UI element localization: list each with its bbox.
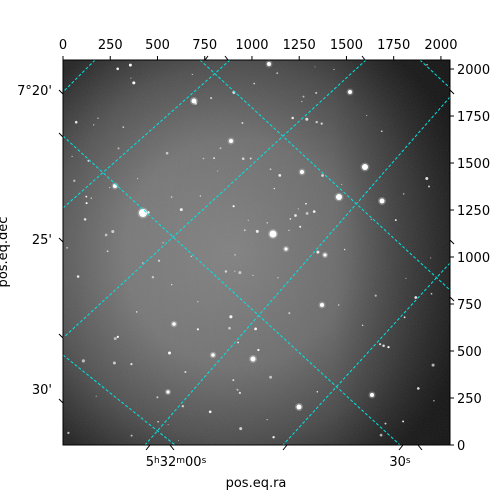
top-tick-label: 1500 (330, 38, 363, 53)
grid-line (63, 135, 401, 445)
ra-tick-mark (204, 55, 209, 61)
dec-tick-mark (449, 239, 455, 245)
ra-tick-mark (282, 444, 288, 451)
ra-tick-mark (145, 444, 151, 451)
dec-tick-mark (449, 296, 455, 302)
dec-tick-mark (58, 237, 64, 243)
right-tick-label: 750 (457, 298, 482, 313)
ra-tick-mark (224, 55, 229, 61)
dec-tick-mark (58, 132, 64, 138)
top-axis-ticks: 0 250 500 750 1000 1250 1500 1750 2000 (59, 38, 457, 60)
dec-tick-label: 25' (32, 233, 52, 248)
top-tick-label: 750 (192, 38, 217, 53)
top-tick-label: 500 (145, 38, 170, 53)
ra-tick-mark (398, 444, 404, 451)
y-axis-title: pos.eq.dec (0, 217, 11, 288)
grid-line (419, 60, 450, 89)
x-axis-title: pos.eq.ra (226, 476, 287, 491)
top-tick-label: 1000 (235, 38, 268, 53)
sky-image (63, 60, 450, 445)
dec-tick-mark (58, 398, 64, 404)
right-tick-label: 1000 (457, 251, 490, 266)
top-tick-label: 1250 (283, 38, 316, 53)
grid-line (144, 96, 450, 445)
dec-tick-mark (58, 89, 64, 95)
right-tick-label: 0 (457, 439, 465, 454)
right-tick-label: 1750 (457, 110, 490, 125)
grid-line (63, 354, 176, 445)
coordinate-grid (63, 60, 450, 445)
top-tick-label: 2000 (424, 38, 457, 53)
right-tick-label: 2000 (457, 63, 490, 78)
plot-frame (62, 59, 451, 446)
ra-tick-label: 30s (389, 455, 411, 470)
ra-tick-mark (417, 444, 423, 451)
dec-tick-label: 7°20' (17, 84, 52, 99)
top-tick-label: 250 (98, 38, 123, 53)
ra-tick-mark (169, 444, 175, 451)
top-tick-label: 1750 (377, 38, 410, 53)
grid-line (63, 60, 367, 339)
right-tick-label: 1250 (457, 204, 490, 219)
dec-tick-mark (449, 89, 455, 95)
grid-line (282, 262, 450, 445)
grid-line (199, 60, 450, 291)
right-axis-ticks: 0 250 500 750 1000 1250 1500 1750 2000 (450, 63, 490, 454)
ra-tick-label: 5h32m00s (146, 455, 207, 470)
dec-tick-label: 30' (32, 383, 52, 398)
right-tick-label: 500 (457, 345, 482, 360)
right-tick-label: 250 (457, 392, 482, 407)
right-tick-label: 1500 (457, 157, 490, 172)
top-tick-label: 0 (59, 38, 67, 53)
dec-tick-mark (58, 333, 64, 339)
grid-line (63, 60, 231, 209)
ra-tick-mark (361, 55, 366, 61)
grid-line (63, 60, 96, 93)
world-axis-ticks: 5h32m00s 30s 7°20' 25' 30' (17, 55, 455, 470)
